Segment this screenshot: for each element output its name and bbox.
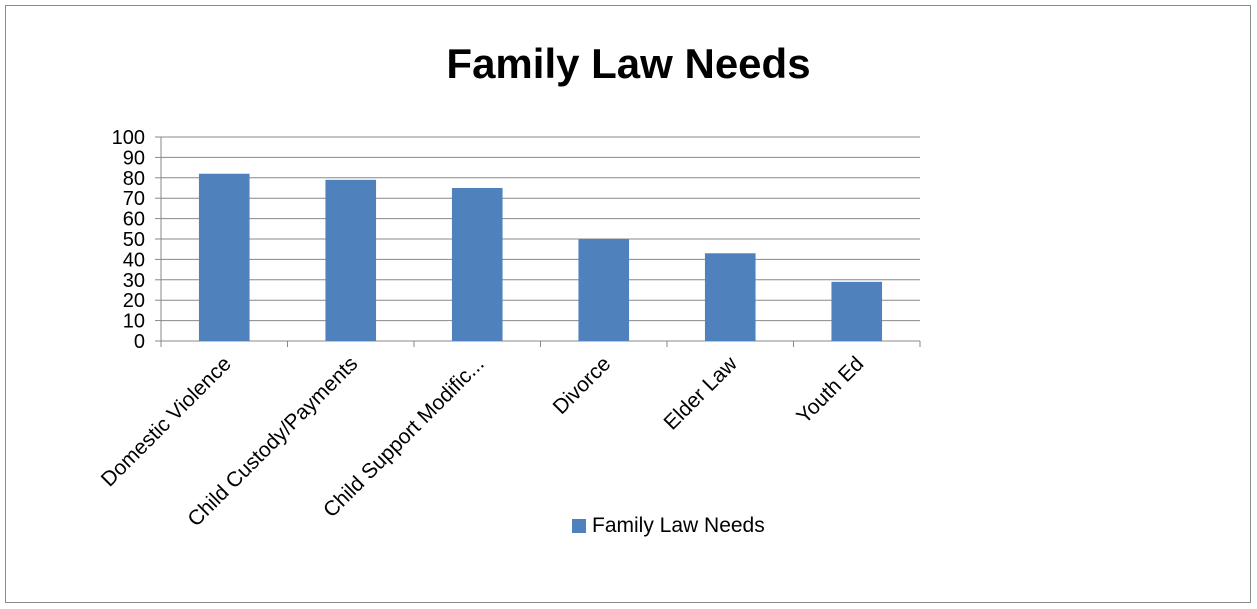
y-tick-label: 10 <box>123 311 145 333</box>
x-category-label: Domestic Violence <box>97 352 236 491</box>
bar <box>325 179 377 341</box>
y-tick-label: 70 <box>123 188 145 210</box>
bar <box>578 239 630 341</box>
legend-swatch <box>572 519 586 533</box>
x-category-label: Elder Law <box>659 352 742 435</box>
bar <box>451 188 503 341</box>
y-tick-label: 100 <box>112 127 145 149</box>
bar <box>704 253 756 341</box>
y-tick-label: 0 <box>134 331 145 353</box>
bar <box>831 281 883 341</box>
bar <box>198 173 250 341</box>
y-tick-label: 90 <box>123 147 145 169</box>
y-tick-label: 50 <box>123 229 145 251</box>
chart-title: Family Law Needs <box>446 40 811 87</box>
y-tick-label: 30 <box>123 270 145 292</box>
x-category-label: Youth Ed <box>792 352 868 428</box>
y-tick-label: 80 <box>123 168 145 190</box>
x-category-label: Divorce <box>549 352 616 419</box>
y-tick-label: 20 <box>123 290 145 312</box>
y-tick-label: 40 <box>123 249 145 271</box>
legend-label: Family Law Needs <box>592 514 765 537</box>
legend: Family Law Needs <box>572 514 765 538</box>
y-tick-label: 60 <box>123 209 145 231</box>
